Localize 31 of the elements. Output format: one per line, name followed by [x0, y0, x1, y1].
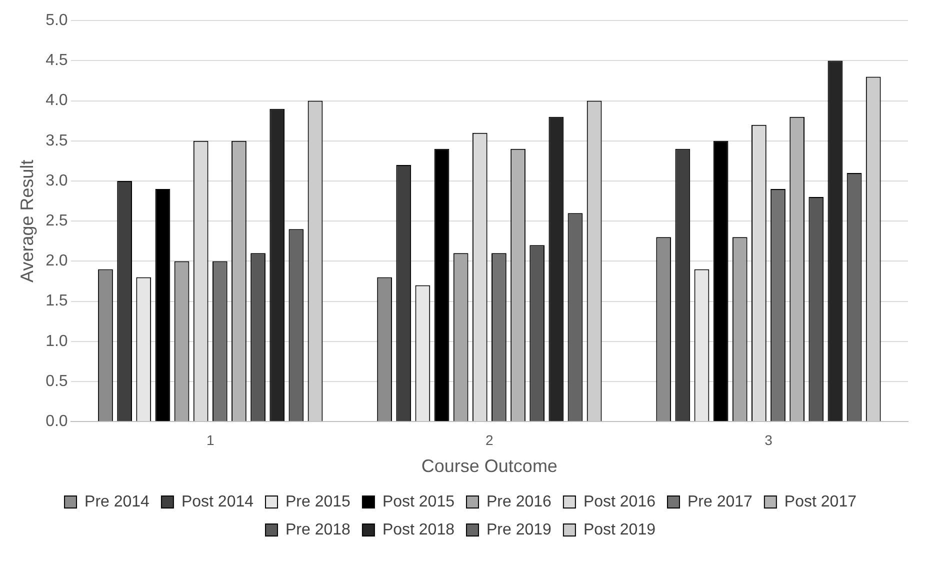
- legend-label: Post 2014: [181, 493, 254, 510]
- y-tick-label: 1.0: [46, 332, 68, 350]
- legend-label: Post 2017: [784, 493, 857, 510]
- bar: [155, 189, 170, 422]
- y-tick-label: 4.5: [46, 52, 68, 70]
- legend-label: Pre 2018: [286, 521, 351, 538]
- y-tick-label: 3.0: [46, 172, 68, 190]
- y-tick-label: 4.0: [46, 92, 68, 110]
- x-tick-label: 1: [206, 432, 214, 448]
- legend-label: Pre 2015: [286, 493, 351, 510]
- legend-label: Pre 2014: [84, 493, 150, 510]
- y-axis-title: Average Result: [16, 160, 37, 282]
- y-tick-label: 0.0: [46, 413, 68, 430]
- legend-label: Pre 2016: [486, 493, 552, 510]
- y-tick-label: 2.5: [46, 212, 68, 230]
- bar: [713, 140, 728, 422]
- legend-label: Pre 2017: [687, 493, 753, 510]
- legend-label: Post 2015: [382, 493, 455, 510]
- bar: [434, 148, 450, 422]
- y-tick-label: 0.5: [46, 372, 68, 390]
- y-tick-label: 2.0: [46, 252, 68, 270]
- legend-label: Post 2018: [382, 521, 455, 538]
- y-tick-label: 1.5: [46, 292, 68, 310]
- legend-label: Pre 2019: [486, 521, 552, 538]
- x-axis-title: Course Outcome: [421, 456, 558, 476]
- y-tick-label: 5.0: [46, 12, 68, 30]
- legend-label: Post 2019: [583, 521, 656, 538]
- legend-label: Post 2016: [583, 493, 656, 510]
- x-tick-label: 2: [486, 432, 494, 448]
- y-tick-label: 3.5: [46, 132, 68, 150]
- x-tick-label: 3: [764, 432, 773, 448]
